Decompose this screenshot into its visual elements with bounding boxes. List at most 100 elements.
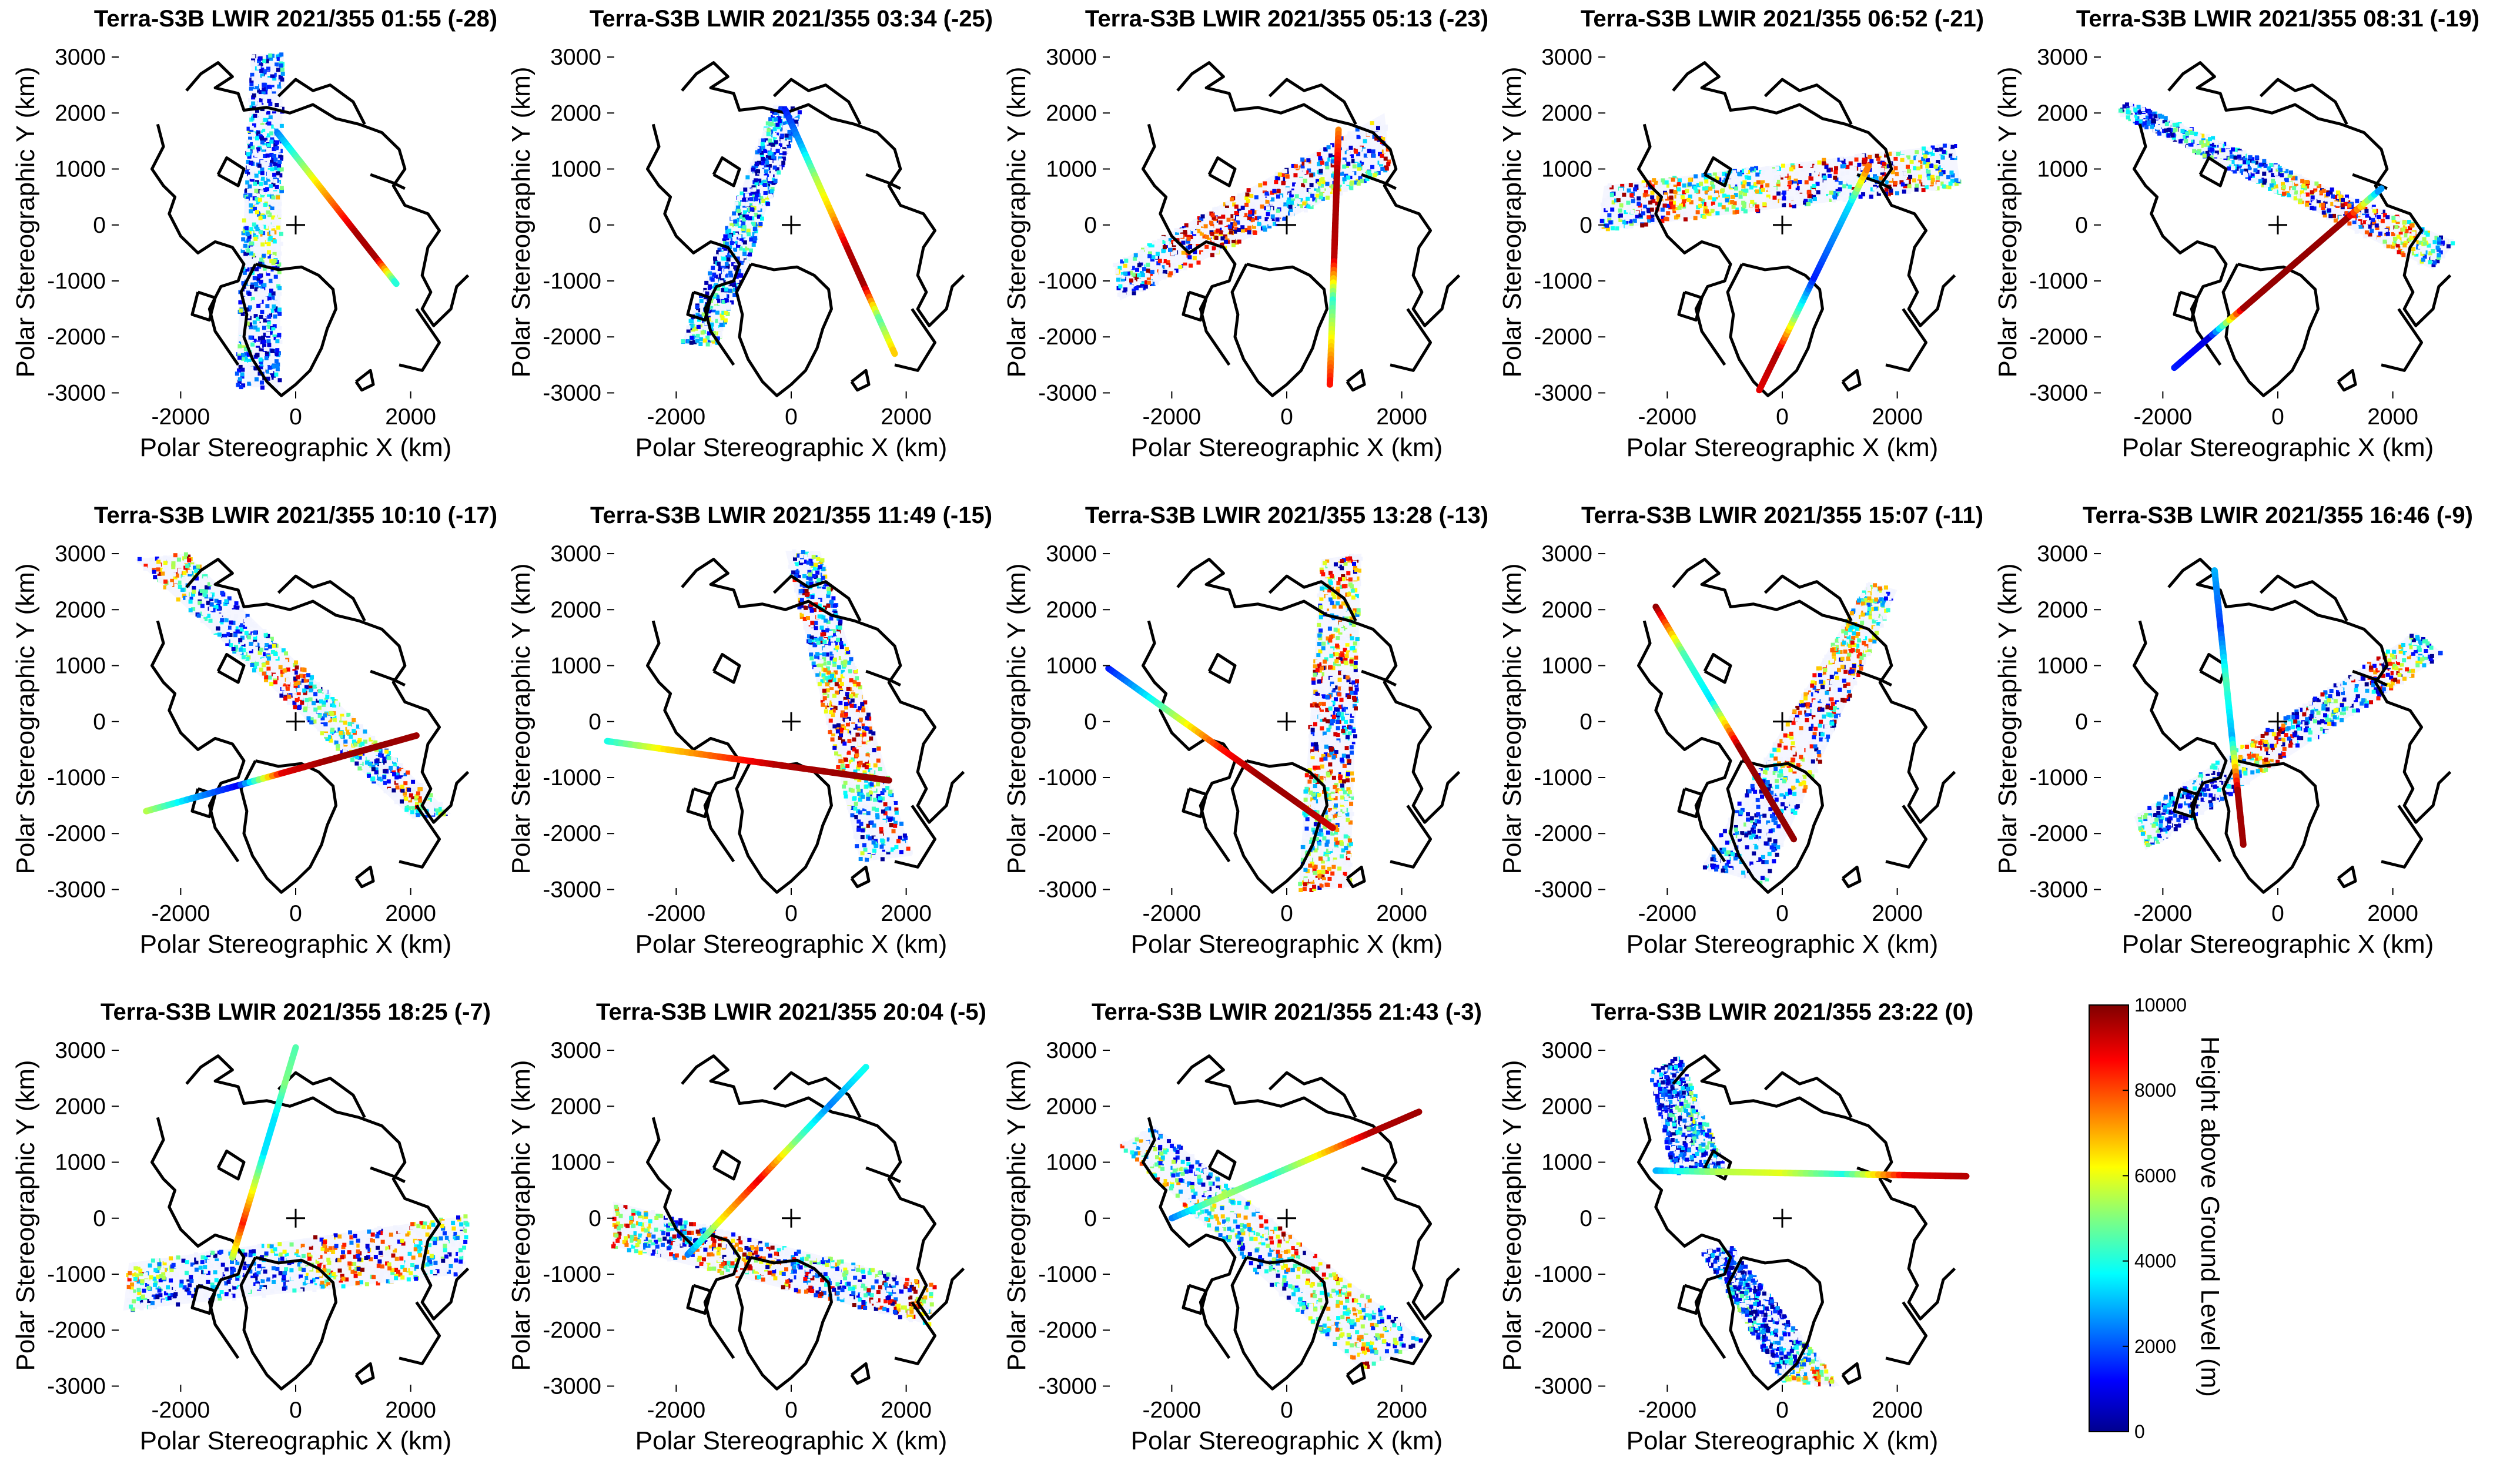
swath-pixel (2207, 143, 2212, 148)
swath-pixel (275, 256, 280, 260)
swath-pixel (1130, 259, 1135, 263)
swath-pixel (1839, 156, 1844, 161)
swath-pixel (249, 125, 254, 130)
swath-pixel (250, 62, 255, 67)
swath-pixel (1316, 152, 1321, 157)
swath-pixel (361, 733, 366, 738)
swath-pixel (708, 271, 712, 276)
swath-pixel (251, 58, 256, 63)
swath-pixel (252, 206, 257, 211)
swath-pixel (2411, 247, 2416, 252)
swath-pixel (765, 202, 770, 206)
swath-pixel (721, 252, 726, 257)
swath-pixel (2352, 225, 2357, 229)
swath-pixel (2402, 220, 2407, 225)
x-tick-label: 2000 (1376, 404, 1427, 430)
swath-pixel (1828, 168, 1833, 172)
swath-pixel (254, 229, 259, 234)
swath-pixel (2137, 112, 2142, 117)
swath-pixel (1638, 213, 1643, 218)
swath-pixel (1225, 236, 1230, 241)
swath-pixel (775, 167, 779, 172)
swath-pixel (1772, 178, 1777, 183)
swath-pixel (273, 179, 277, 183)
swath-pixel (1253, 230, 1257, 235)
swath-pixel (277, 213, 282, 218)
swath-pixel (1648, 180, 1652, 185)
swath-pixel (772, 145, 777, 150)
swath-pixel (1702, 202, 1706, 206)
swath-pixel (1792, 204, 1796, 209)
swath-pixel (266, 331, 270, 336)
swath-pixel (1683, 217, 1688, 222)
swath-pixel (732, 237, 737, 242)
swath-pixel (264, 260, 269, 264)
swath-pixel (261, 294, 266, 299)
swath-pixel (243, 243, 247, 248)
swath-pixel (279, 186, 284, 190)
swath-pixel (273, 330, 277, 335)
swath-pixel (1916, 162, 1920, 167)
swath-pixel (771, 170, 775, 175)
swath-pixel (1763, 186, 1768, 190)
swath-pixel (1938, 169, 1943, 174)
swath-pixel (2333, 218, 2338, 223)
swath-pixel (1811, 172, 1816, 177)
swath-pixel (734, 201, 739, 206)
swath-pixel (2382, 227, 2387, 232)
swath-pixel (1718, 202, 1722, 207)
swath-pixel (2163, 116, 2168, 120)
swath-pixel (250, 72, 255, 77)
swath-pixel (253, 257, 257, 262)
swath-pixel (1782, 196, 1786, 201)
swath-pixel (1903, 184, 1907, 189)
swath-pixel (269, 175, 274, 180)
swath-pixel (258, 232, 263, 237)
swath-pixel (1356, 171, 1361, 176)
swath-pixel (246, 172, 251, 176)
swath-pixel (1266, 206, 1270, 210)
swath-pixel (751, 242, 756, 247)
swath-pixel (1822, 158, 1826, 162)
swath-pixel (249, 161, 253, 166)
swath-pixel (1338, 191, 1343, 196)
swath-pixel (257, 264, 262, 269)
swath-pixel (1778, 195, 1783, 199)
swath-pixel (270, 191, 275, 196)
y-axis-label: Polar Stereographic Y (km) (1498, 66, 1527, 377)
swath-pixel (1346, 150, 1351, 155)
swath-pixel (1877, 159, 1882, 164)
swath-pixel (1750, 166, 1755, 171)
swath-pixel (1188, 244, 1193, 249)
swath-pixel (1877, 172, 1882, 177)
swath-pixel (247, 292, 252, 296)
swath-pixel (1310, 193, 1315, 198)
swath-pixel (249, 217, 253, 222)
swath-pixel (739, 215, 744, 219)
swath-pixel (280, 67, 285, 72)
swath-pixel (1941, 170, 1946, 175)
swath-pixel (1735, 196, 1740, 201)
swath-pixel (1715, 211, 1720, 216)
swath-pixel (266, 80, 271, 85)
swath-pixel (727, 292, 731, 296)
swath-pixel (270, 349, 275, 354)
swath-pixel (2230, 163, 2234, 168)
swath-pixel (1273, 184, 1278, 189)
swath-pixel (254, 377, 259, 381)
swath-pixel (764, 169, 768, 174)
swath-pixel (1826, 168, 1831, 173)
swath-pixel (246, 252, 251, 256)
swath-pixel (1192, 238, 1196, 243)
swath-pixel (1247, 225, 1252, 230)
swath-pixel (256, 303, 261, 308)
swath-pixel (1236, 227, 1241, 232)
swath-pixel (272, 295, 276, 300)
swath-pixel (1890, 170, 1895, 175)
swath-pixel (777, 125, 781, 130)
swath-pixel (1237, 239, 1241, 244)
swath-pixel (1237, 193, 1241, 198)
swath-pixel (241, 281, 246, 286)
swath-pixel (1742, 180, 1747, 185)
swath-pixel (249, 284, 254, 289)
